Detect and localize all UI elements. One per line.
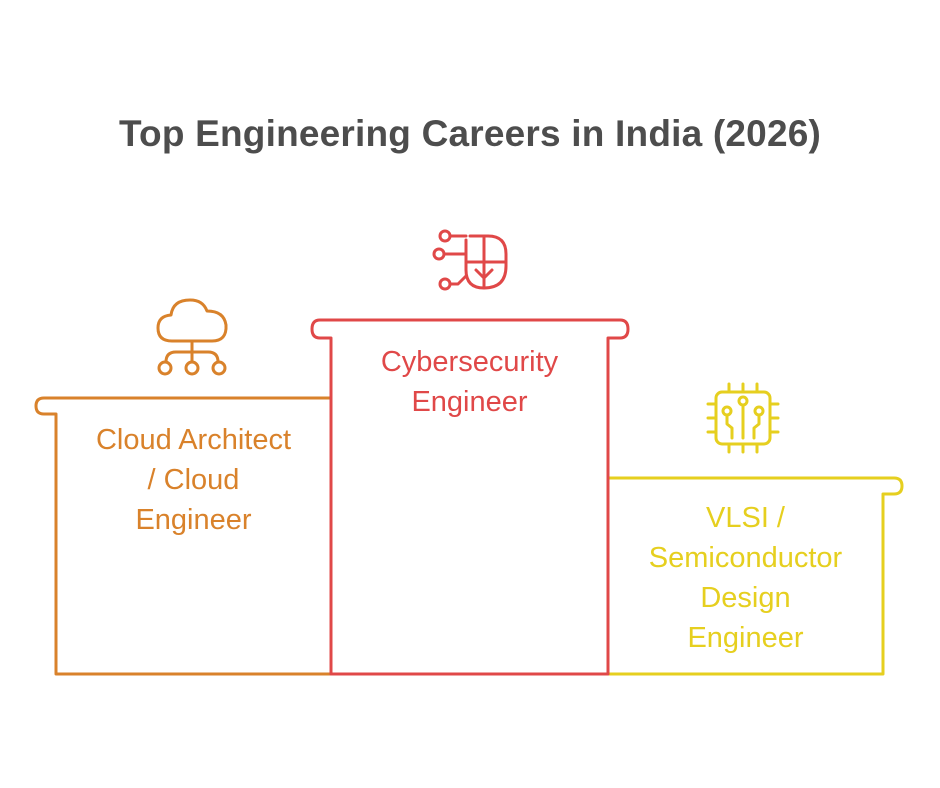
vlsi-step-label: VLSI / Semiconductor Design Engineer [608, 498, 883, 658]
cyber-label-line: Engineer [411, 386, 528, 418]
cyber-step [310, 318, 630, 676]
vlsi-step [606, 476, 904, 676]
cloud-label-line: Cloud Architect [95, 424, 292, 456]
cyber-label-line: Cybersecurity [380, 346, 559, 378]
vlsi-label-line: Design [700, 582, 791, 614]
vlsi-label-line: Engineer [687, 622, 804, 654]
microchip-icon [706, 382, 780, 454]
cloud-label-line: / Cloud [147, 464, 240, 496]
cloud-step [34, 396, 333, 676]
cloud-step-label: Cloud Architect / Cloud Engineer [56, 420, 331, 540]
cyber-step-outline [310, 318, 630, 676]
cyber-step-label: Cybersecurity Engineer [331, 342, 608, 422]
cloud-network-icon [156, 298, 228, 376]
vlsi-step-outline [606, 476, 904, 676]
vlsi-label-line: VLSI / [706, 502, 785, 534]
page-title: Top Engineering Careers in India (2026) [118, 113, 822, 154]
vlsi-label-line: Semiconductor [648, 542, 843, 574]
cyber-face-circuit-icon [432, 229, 508, 291]
cloud-label-line: Engineer [135, 504, 252, 536]
cloud-step-outline [34, 396, 333, 676]
